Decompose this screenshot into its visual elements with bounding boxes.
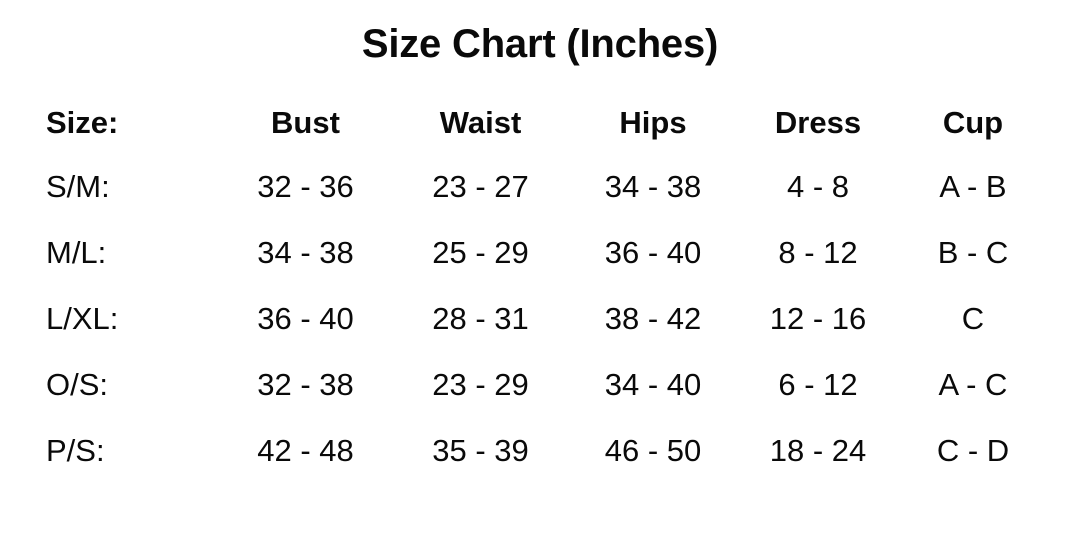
cell-dress: 4 - 8 xyxy=(786,169,850,204)
cell-cup: B - C xyxy=(937,235,1009,270)
cell-bust: 42 - 48 xyxy=(257,433,354,468)
cell-waist: 23 - 27 xyxy=(432,169,529,204)
cell-size: M/L: xyxy=(46,235,107,270)
table-header-row: Size: Bust Waist Hips Dress Cup xyxy=(38,92,1048,154)
table-row: L/XL: 36 - 40 28 - 31 38 - 42 12 - 16 C xyxy=(38,286,1048,352)
table-row: O/S: 32 - 38 23 - 29 34 - 40 6 - 12 A - … xyxy=(38,352,1048,418)
cell-dress: 8 - 12 xyxy=(778,235,858,270)
column-header-dress: Dress xyxy=(774,105,862,140)
cell-hips: 46 - 50 xyxy=(604,433,702,468)
cell-hips: 38 - 42 xyxy=(604,301,702,336)
cell-size: S/M: xyxy=(46,169,110,204)
table-row: M/L: 34 - 38 25 - 29 36 - 40 8 - 12 B - … xyxy=(38,220,1048,286)
column-header-waist: Waist xyxy=(439,105,522,140)
cell-dress: 6 - 12 xyxy=(778,367,858,402)
cell-dress: 12 - 16 xyxy=(769,301,867,336)
cell-cup: C - D xyxy=(936,433,1010,468)
cell-cup: A - C xyxy=(938,367,1008,402)
cell-bust: 36 - 40 xyxy=(257,301,354,336)
cell-cup: C xyxy=(961,301,985,336)
table-row: P/S: 42 - 48 35 - 39 46 - 50 18 - 24 C -… xyxy=(38,418,1048,484)
cell-size: O/S: xyxy=(46,367,109,402)
cell-cup: A - B xyxy=(939,169,1007,204)
cell-hips: 34 - 38 xyxy=(604,169,702,204)
column-header-hips: Hips xyxy=(619,105,687,140)
cell-waist: 35 - 39 xyxy=(432,433,529,468)
cell-hips: 34 - 40 xyxy=(604,367,702,402)
column-header-cup: Cup xyxy=(942,105,1004,140)
cell-bust: 32 - 38 xyxy=(257,367,354,402)
cell-bust: 32 - 36 xyxy=(257,169,354,204)
table-row: S/M: 32 - 36 23 - 27 34 - 38 4 - 8 A - B xyxy=(38,154,1048,220)
cell-waist: 28 - 31 xyxy=(432,301,529,336)
cell-waist: 23 - 29 xyxy=(432,367,529,402)
size-chart-table: Size: Bust Waist Hips Dress Cup S/M: 32 … xyxy=(38,92,1048,484)
page-title: Size Chart (Inches) xyxy=(361,22,719,66)
cell-hips: 36 - 40 xyxy=(604,235,702,270)
cell-dress: 18 - 24 xyxy=(769,433,867,468)
column-header-size: Size: xyxy=(46,105,119,140)
cell-bust: 34 - 38 xyxy=(257,235,354,270)
cell-waist: 25 - 29 xyxy=(432,235,529,270)
column-header-bust: Bust xyxy=(271,105,340,140)
cell-size: P/S: xyxy=(46,433,105,468)
cell-size: L/XL: xyxy=(46,301,119,336)
